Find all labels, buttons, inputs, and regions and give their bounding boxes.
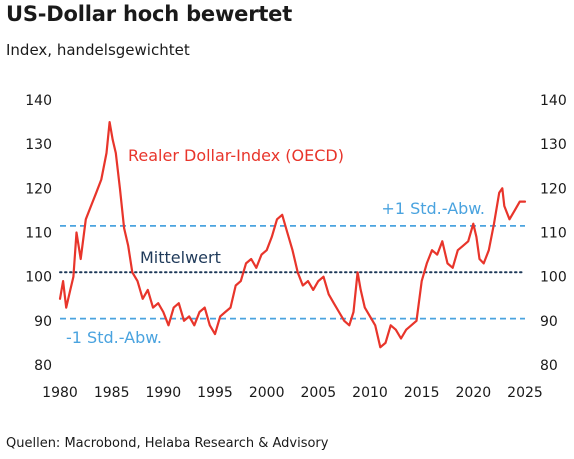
- annotations: Realer Dollar-Index (OECD) +1 Std.-Abw. Mi…: [66, 146, 485, 347]
- y-tick-right: 80: [540, 358, 558, 374]
- y-tick-right: 100: [540, 270, 567, 286]
- x-tick: 2005: [301, 385, 337, 401]
- y-tick-right: 120: [540, 181, 567, 197]
- x-axis: 1980 1985 1990 1995 2000 2005 2010 2015 2020 2025: [42, 385, 543, 401]
- y-tick-left: 100: [25, 270, 52, 286]
- y-tick-right: 130: [540, 137, 567, 153]
- y-tick-left: 130: [25, 137, 52, 153]
- series-line-0: [58, 120, 527, 349]
- y-tick-right: 140: [540, 93, 567, 109]
- y-tick-left: 80: [34, 358, 52, 374]
- y-axis-right: 80 90 100 110 120 130 140: [540, 93, 567, 374]
- y-tick-left: 140: [25, 93, 52, 109]
- series-label: Realer Dollar-Index (OECD): [128, 146, 344, 165]
- y-tick-left: 110: [25, 226, 52, 242]
- reference-label-2: -1 Std.-Abw.: [66, 328, 162, 347]
- y-axis-left: 80 90 100 110 120 130 140: [25, 93, 52, 374]
- y-tick-right: 110: [540, 226, 567, 242]
- y-tick-right: 90: [540, 314, 558, 330]
- reference-label-0: +1 Std.-Abw.: [381, 199, 485, 218]
- chart-subtitle: Index, handelsgewichtet: [6, 41, 190, 59]
- x-tick: 1980: [42, 385, 78, 401]
- y-tick-left: 90: [34, 314, 52, 330]
- reference-lines: [59, 224, 526, 320]
- x-tick: 1990: [146, 385, 182, 401]
- x-tick: 2000: [249, 385, 285, 401]
- x-tick: 2015: [404, 385, 440, 401]
- x-tick: 2020: [456, 385, 492, 401]
- source-note: Quellen: Macrobond, Helaba Research & Ad…: [6, 436, 329, 451]
- x-tick: 2025: [507, 385, 543, 401]
- series-group: [58, 120, 527, 349]
- x-tick: 1995: [197, 385, 233, 401]
- x-tick: 1985: [94, 385, 130, 401]
- reference-label-1: Mittelwert: [140, 248, 221, 267]
- y-tick-left: 120: [25, 181, 52, 197]
- x-tick: 2010: [352, 385, 388, 401]
- chart-title: US-Dollar hoch bewertet: [6, 2, 293, 26]
